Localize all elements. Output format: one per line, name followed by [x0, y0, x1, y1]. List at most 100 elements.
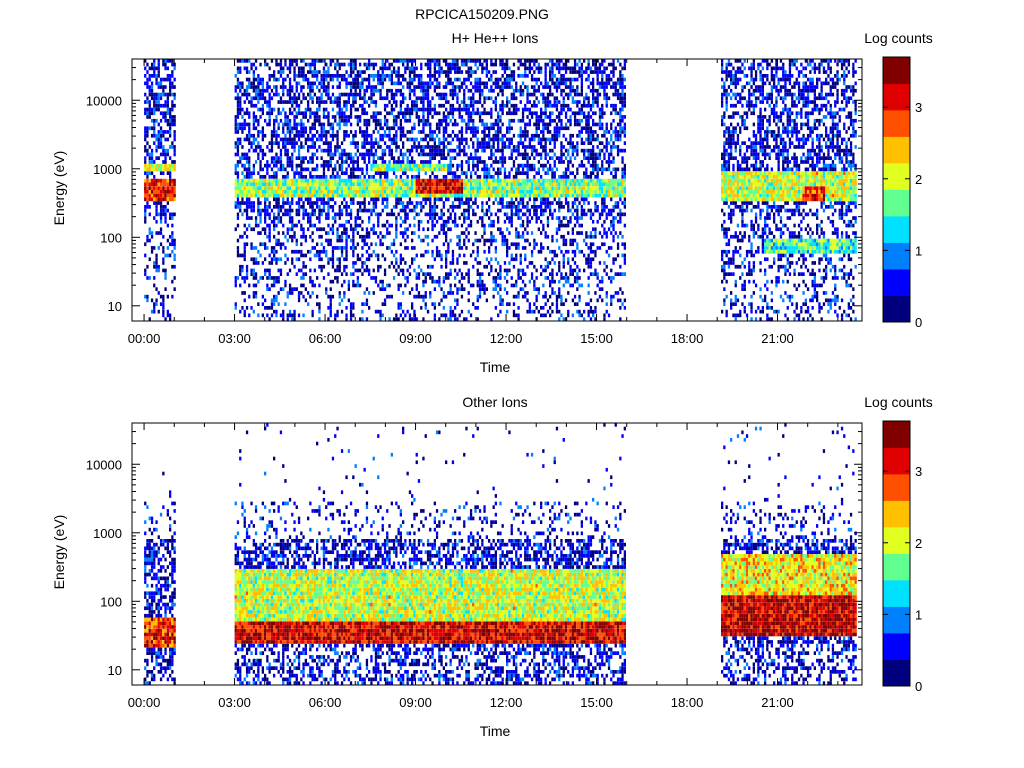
heatmap-cell: [510, 242, 513, 247]
heatmap-cell: [320, 100, 323, 104]
heatmap-cell: [162, 193, 165, 198]
heatmap-cell: [279, 190, 283, 194]
heatmap-cell: [248, 59, 251, 63]
heatmap-cell: [467, 238, 470, 243]
figure-title: RPCICA150209.PNG: [415, 6, 549, 22]
heatmap-cell: [415, 287, 418, 291]
heatmap-cell: [320, 268, 323, 273]
heatmap-cell: [506, 216, 509, 220]
heatmap-cell: [343, 137, 346, 142]
heatmap-cell: [268, 118, 271, 123]
heatmap-cell: [356, 175, 359, 179]
heatmap-cell: [316, 197, 319, 202]
heatmap-cell: [250, 171, 253, 175]
heatmap-cell: [386, 92, 389, 97]
heatmap-cell: [245, 264, 249, 269]
heatmap-cell: [524, 156, 527, 160]
heatmap-cell: [411, 246, 414, 250]
heatmap-cell: [386, 118, 389, 123]
heatmap-cell: [352, 167, 355, 172]
heatmap-cell: [270, 178, 274, 183]
heatmap-cell: [476, 156, 479, 160]
heatmap-cell: [236, 163, 240, 168]
heatmap-cell: [345, 205, 348, 209]
heatmap-cell: [347, 190, 350, 194]
heatmap-cell: [379, 309, 382, 314]
heatmap-cell: [252, 208, 255, 213]
heatmap-cell: [368, 74, 371, 78]
heatmap-cell: [411, 126, 414, 131]
heatmap-cell: [243, 298, 246, 303]
heatmap-cell: [155, 205, 158, 209]
heatmap-cell: [261, 302, 264, 306]
heatmap-cell: [478, 178, 482, 183]
heatmap-cell: [329, 182, 332, 187]
heatmap-cell: [153, 141, 156, 145]
heatmap-cell: [322, 122, 326, 127]
heatmap-cell: [241, 85, 244, 89]
heatmap-cell: [320, 126, 323, 131]
heatmap-cell: [331, 246, 335, 250]
heatmap-cell: [150, 249, 154, 254]
heatmap-cell: [250, 103, 253, 108]
heatmap-cell: [248, 133, 251, 138]
heatmap-cell: [297, 81, 301, 86]
heatmap-cell: [162, 208, 165, 213]
heatmap-cell: [155, 81, 158, 86]
heatmap-cell: [300, 74, 303, 78]
heatmap-cell: [164, 163, 167, 168]
heatmap-cell: [431, 145, 434, 149]
heatmap-cell: [259, 242, 262, 247]
heatmap-cell: [345, 133, 348, 138]
heatmap-cell: [338, 294, 341, 299]
heatmap-cell: [261, 103, 264, 108]
heatmap-cell: [254, 96, 258, 101]
heatmap-cell: [245, 306, 249, 310]
heatmap-cell: [503, 178, 507, 183]
heatmap-cell: [397, 306, 400, 310]
heatmap-cell: [275, 205, 278, 209]
heatmap-cell: [467, 59, 470, 63]
heatmap-cell: [426, 264, 430, 269]
heatmap-cell: [517, 148, 520, 153]
heatmap-cell: [370, 190, 373, 194]
heatmap-cell: [236, 205, 240, 209]
heatmap-cell: [343, 133, 346, 138]
heatmap-cell: [159, 145, 163, 149]
heatmap-cell: [336, 148, 339, 153]
heatmap-cell: [497, 85, 500, 89]
heatmap-cell: [286, 156, 289, 160]
heatmap-cell: [519, 201, 522, 205]
heatmap-cell: [162, 190, 165, 194]
heatmap-cell: [402, 309, 405, 314]
heatmap-cell: [159, 182, 163, 187]
heatmap-cell: [164, 287, 167, 291]
heatmap-cell: [252, 77, 255, 82]
heatmap-cell: [293, 148, 296, 153]
heatmap-cell: [239, 137, 242, 142]
heatmap-cell: [363, 238, 366, 243]
heatmap-cell: [460, 137, 464, 142]
heatmap-cell: [243, 175, 246, 179]
heatmap-cell: [476, 219, 479, 224]
heatmap-cell: [363, 302, 366, 306]
heatmap-cell: [336, 264, 339, 269]
heatmap-cell: [157, 186, 160, 190]
heatmap-cell: [399, 137, 402, 142]
heatmap-cell: [352, 238, 355, 243]
heatmap-cell: [297, 145, 301, 149]
heatmap-cell: [361, 219, 364, 224]
heatmap-cell: [320, 178, 323, 183]
heatmap-cell: [279, 216, 283, 220]
heatmap-cell: [264, 216, 267, 220]
heatmap-cell: [454, 178, 457, 183]
heatmap-cell: [449, 178, 452, 183]
heatmap-cell: [377, 70, 380, 74]
heatmap-cell: [431, 279, 434, 284]
heatmap-cell: [508, 193, 511, 198]
heatmap-cell: [467, 160, 470, 164]
heatmap-cell: [526, 309, 529, 314]
heatmap-cell: [445, 107, 448, 112]
heatmap-cell: [322, 100, 326, 104]
heatmap-cell: [365, 122, 369, 127]
